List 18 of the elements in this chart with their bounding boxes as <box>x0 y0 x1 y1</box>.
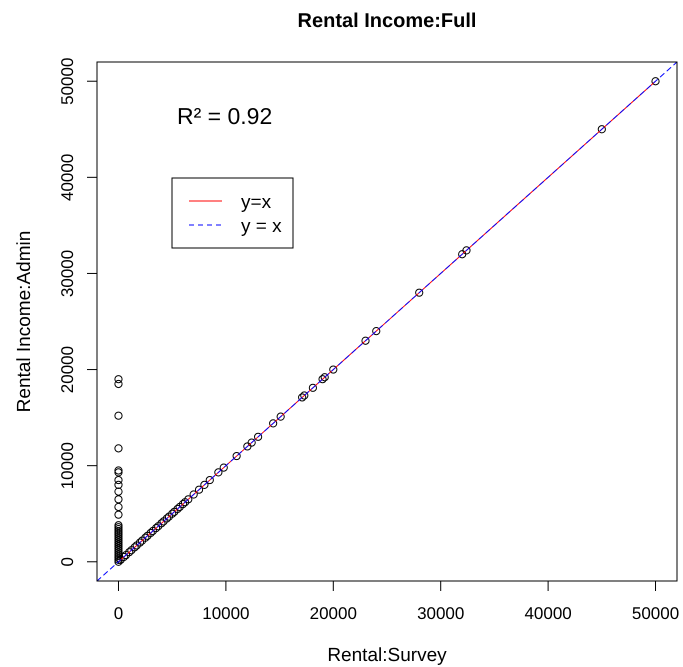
y-axis-title: Rental Income:Admin <box>14 230 35 412</box>
x-tick-label: 20000 <box>310 604 357 623</box>
y-tick-label: 30000 <box>58 250 77 298</box>
x-tick-label: 50000 <box>632 604 680 623</box>
x-tick-label: 10000 <box>202 604 250 623</box>
legend-label: y=x <box>241 192 272 213</box>
x-tick-label: 0 <box>114 604 124 623</box>
x-tick-label: 30000 <box>417 604 464 623</box>
y-tick-label: 0 <box>58 557 77 567</box>
y-tick-label: 50000 <box>58 58 77 105</box>
legend-label: y = x <box>241 216 282 237</box>
x-axis-title: Rental:Survey <box>327 645 448 666</box>
x-tick-label: 40000 <box>524 604 572 623</box>
y-tick-label: 20000 <box>58 346 77 394</box>
annotation: R² = 0.92 <box>177 103 272 129</box>
y-tick-label: 10000 <box>58 442 77 490</box>
chart-title: Rental Income:Full <box>298 10 476 32</box>
y-tick-label: 40000 <box>58 154 77 201</box>
